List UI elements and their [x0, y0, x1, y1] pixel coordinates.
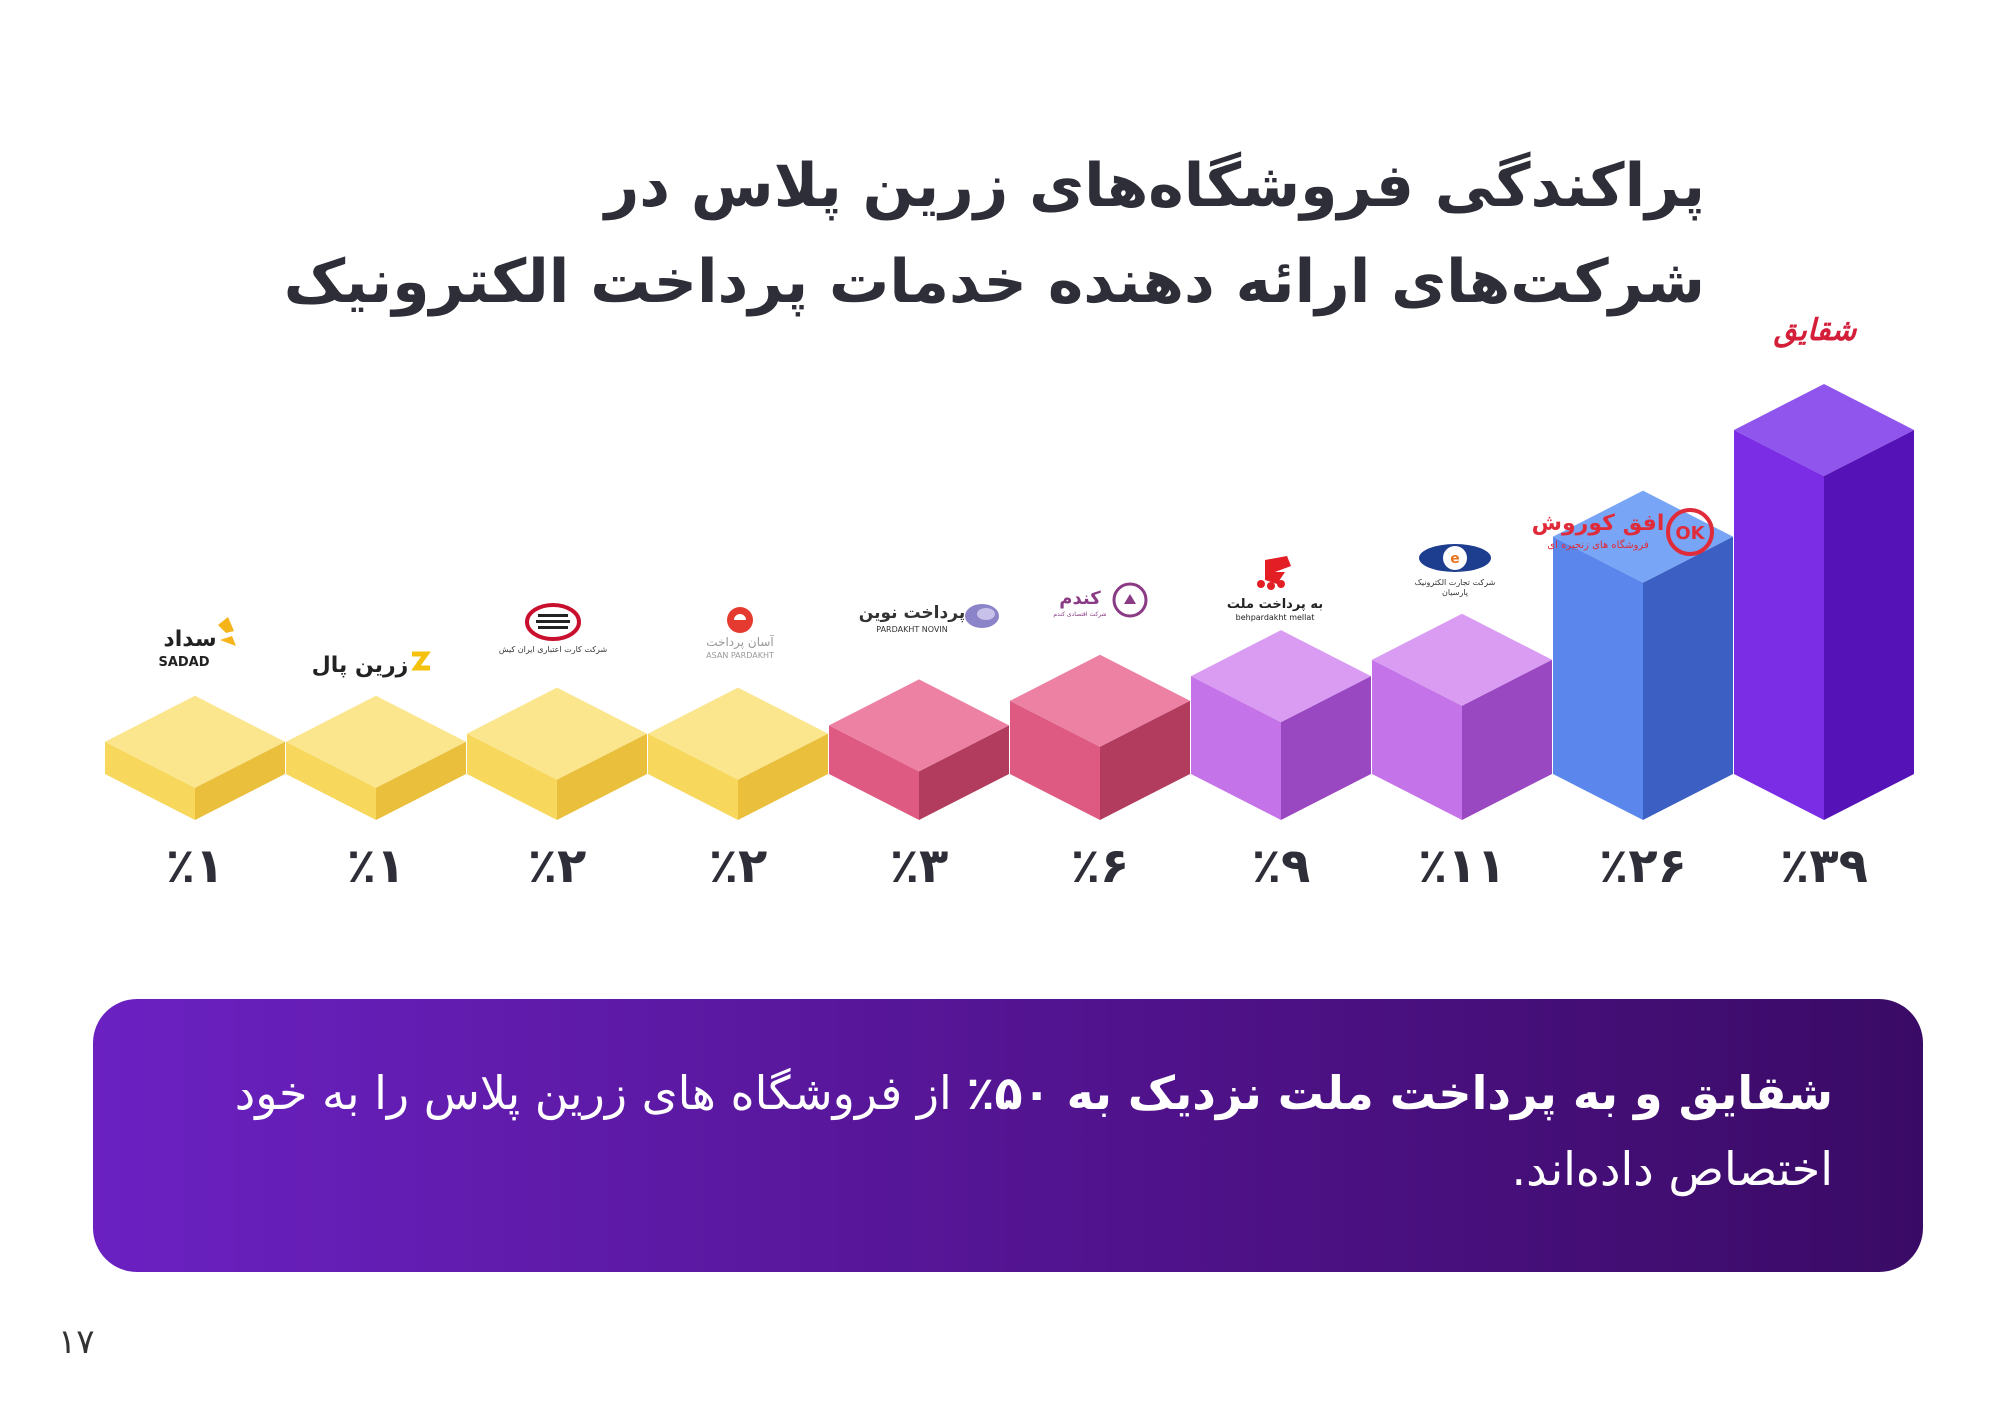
behpardakht-logo: به پرداخت ملت behpardakht mellat — [1227, 556, 1323, 622]
value-label-6: ٪۶ — [1071, 838, 1130, 894]
irankish-logo: شرکت کارت اعتباری ایران کیش — [499, 603, 608, 654]
bar-2 — [286, 695, 466, 820]
bar-10-right-face — [1824, 430, 1914, 820]
bar-6 — [1010, 654, 1190, 820]
behpardakht-logo-mark — [1265, 556, 1291, 584]
sadad-logo-text-fa: سداد — [163, 627, 216, 652]
bar-1-left-face — [105, 741, 195, 820]
summary-callout: شقایق و به پرداخت ملت نزدیک به ۵۰٪ از فر… — [93, 999, 1923, 1272]
value-labels: ٪۱ ٪۱ ٪۲ ٪۲ ٪۳ ٪۶ ٪۹ ٪۱۱ ٪۲۶ ٪۳۹ — [166, 838, 1868, 894]
asanpardakht-logo: آسان پرداخت ASAN PARDAKHT — [706, 607, 774, 660]
zarinpal-logo: زرین پال — [312, 651, 431, 678]
bar-1 — [105, 695, 285, 820]
bar-9-left-face — [1553, 536, 1643, 820]
bar-6-right-face — [1100, 700, 1190, 820]
bar-2-right-face — [376, 741, 466, 820]
kandom-logo: کندم شرکت اقتصادی کندم — [1053, 582, 1148, 618]
zarinpal-logo-text: زرین پال — [312, 653, 409, 678]
irankish-logo-text: شرکت کارت اعتباری ایران کیش — [499, 645, 608, 654]
bar-7 — [1191, 630, 1371, 820]
asanpardakht-logo-text-fa: آسان پرداخت — [706, 634, 774, 650]
ofogh-logo-subtext: فروشگاه های زنجیره ای — [1547, 539, 1649, 551]
bar-8-top-face — [1372, 613, 1552, 706]
ofogh-logo-text: افق کوروش — [1532, 511, 1665, 536]
parsian-logo: e شرکت تجارت الکترونیک پارسیان — [1415, 544, 1496, 597]
bar-6-top-face — [1010, 654, 1190, 747]
value-label-4: ٪۲ — [709, 838, 768, 894]
pardakhtnovin-logo-text-en: PARDAKHT NOVIN — [876, 625, 948, 634]
pardakhtnovin-logo-text-fa: پرداخت نوین — [859, 603, 965, 623]
bar-9 — [1553, 490, 1733, 820]
asanpardakht-logo-text-en: ASAN PARDAKHT — [706, 651, 774, 660]
kandom-logo-subtext: شرکت اقتصادی کندم — [1053, 611, 1106, 618]
bar-4-left-face — [648, 733, 738, 820]
bar-9-right-face — [1643, 536, 1733, 820]
value-label-3: ٪۲ — [528, 838, 587, 894]
svg-text:e: e — [1450, 551, 1460, 567]
callout-bold-text: شقایق و به پرداخت ملت نزدیک به ۵۰٪ — [966, 1066, 1833, 1120]
bar-10-left-face — [1734, 430, 1824, 820]
bar-7-right-face — [1281, 676, 1371, 820]
callout-rest-text: از فروشگاه های زرین پلاس را به خود اختصا… — [234, 1066, 1833, 1196]
bar-8-left-face — [1372, 659, 1462, 820]
value-label-9: ٪۲۶ — [1599, 838, 1687, 894]
bar-6-left-face — [1010, 700, 1100, 820]
bar-1-right-face — [195, 741, 285, 820]
bar-5-right-face — [919, 725, 1009, 820]
chart-title-line2: شرکت‌های ارائه دهنده خدمات پرداخت الکترو… — [283, 247, 1705, 317]
bar-3-top-face — [467, 687, 647, 780]
svg-text:OK: OK — [1675, 523, 1705, 544]
bar-chart: سداد SADAD زرین پال شرکت کارت اعتباری ای… — [105, 313, 1914, 894]
page-number: ۱۷ — [58, 1322, 95, 1362]
zarinpal-logo-mark — [411, 651, 431, 671]
value-label-2: ٪۱ — [347, 838, 406, 894]
shaghayegh-logo: شقایق — [1774, 313, 1859, 348]
bar-2-left-face — [286, 741, 376, 820]
irankish-logo-ring — [525, 603, 581, 641]
bar-8 — [1372, 613, 1552, 820]
kandom-logo-text: کندم — [1059, 588, 1101, 609]
chart-title: پراکندگی فروشگاه‌های زرین پلاس در شرکت‌ه… — [205, 138, 1705, 330]
bar-10 — [1734, 384, 1914, 820]
bar-4-top-face — [648, 687, 828, 780]
sadad-logo: سداد SADAD — [158, 617, 236, 670]
parsian-logo-subtext: پارسیان — [1442, 588, 1468, 597]
chart-title-line1: پراکندگی فروشگاه‌های زرین پلاس در — [604, 151, 1705, 221]
value-label-7: ٪۹ — [1252, 838, 1311, 894]
value-label-5: ٪۳ — [890, 838, 949, 894]
bar-3-right-face — [557, 733, 647, 820]
parsian-logo-text: شرکت تجارت الکترونیک — [1415, 578, 1496, 587]
behpardakht-logo-text-en: behpardakht mellat — [1236, 613, 1315, 622]
bar-10-top-face — [1734, 384, 1914, 476]
bar-5-top-face — [829, 679, 1009, 772]
bars-group — [105, 384, 1914, 820]
ofogh-logo-mark — [1666, 508, 1714, 556]
bar-1-top-face — [105, 695, 285, 788]
bar-4-right-face — [738, 733, 828, 820]
bar-7-left-face — [1191, 676, 1281, 820]
bar-8-right-face — [1462, 659, 1552, 820]
bar-7-top-face — [1191, 630, 1371, 723]
kandom-logo-mark — [1112, 582, 1148, 618]
bar-2-top-face — [286, 695, 466, 788]
shaghayegh-logo-text: شقایق — [1774, 313, 1859, 348]
value-label-8: ٪۱۱ — [1418, 838, 1506, 894]
value-label-10: ٪۳۹ — [1780, 838, 1868, 894]
bar-9-top-face — [1553, 490, 1733, 583]
bar-4 — [648, 687, 828, 820]
bar-3-left-face — [467, 733, 557, 820]
value-label-1: ٪۱ — [166, 838, 225, 894]
behpardakht-logo-text-fa: به پرداخت ملت — [1227, 597, 1323, 612]
sadad-logo-mark — [218, 617, 236, 646]
bar-3 — [467, 687, 647, 820]
brand-logos: سداد SADAD زرین پال شرکت کارت اعتباری ای… — [158, 313, 1858, 678]
sadad-logo-text-en: SADAD — [158, 655, 209, 670]
bar-5-left-face — [829, 725, 919, 820]
pardakhtnovin-logo: پرداخت نوین PARDAKHT NOVIN — [859, 603, 999, 634]
ofogh-logo: OK افق کوروش فروشگاه های زنجیره ای — [1532, 508, 1714, 556]
bar-5 — [829, 679, 1009, 820]
